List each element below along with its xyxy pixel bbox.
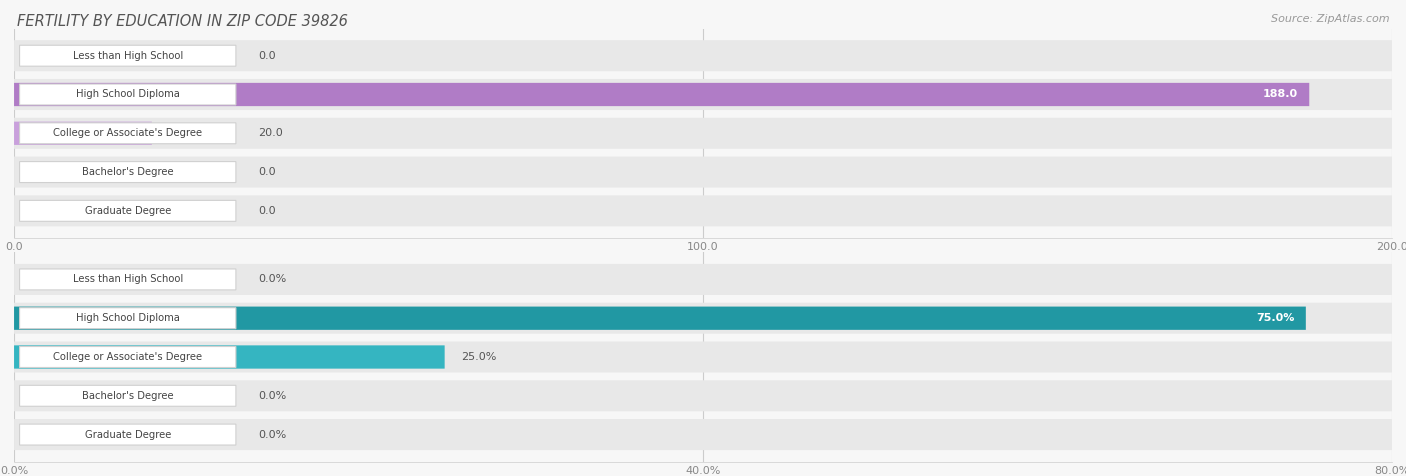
FancyBboxPatch shape	[20, 84, 236, 105]
Text: 25.0%: 25.0%	[461, 352, 496, 362]
Text: Graduate Degree: Graduate Degree	[84, 206, 172, 216]
Text: 0.0: 0.0	[257, 167, 276, 177]
FancyBboxPatch shape	[14, 118, 1392, 149]
FancyBboxPatch shape	[14, 79, 1392, 110]
FancyBboxPatch shape	[20, 45, 236, 66]
FancyBboxPatch shape	[20, 123, 236, 144]
FancyBboxPatch shape	[20, 269, 236, 290]
Text: Less than High School: Less than High School	[73, 51, 183, 61]
FancyBboxPatch shape	[14, 195, 1392, 227]
FancyBboxPatch shape	[14, 122, 152, 145]
Text: 75.0%: 75.0%	[1257, 313, 1295, 323]
Text: 0.0%: 0.0%	[257, 391, 287, 401]
Text: 188.0: 188.0	[1263, 89, 1298, 99]
Text: College or Associate's Degree: College or Associate's Degree	[53, 352, 202, 362]
FancyBboxPatch shape	[14, 303, 1392, 334]
FancyBboxPatch shape	[20, 308, 236, 329]
FancyBboxPatch shape	[14, 264, 1392, 295]
FancyBboxPatch shape	[14, 419, 1392, 450]
Text: Source: ZipAtlas.com: Source: ZipAtlas.com	[1271, 14, 1389, 24]
FancyBboxPatch shape	[14, 83, 1309, 106]
Text: High School Diploma: High School Diploma	[76, 313, 180, 323]
Text: Bachelor's Degree: Bachelor's Degree	[82, 167, 173, 177]
Text: Bachelor's Degree: Bachelor's Degree	[82, 391, 173, 401]
FancyBboxPatch shape	[20, 424, 236, 445]
FancyBboxPatch shape	[20, 347, 236, 367]
Text: 0.0: 0.0	[257, 51, 276, 61]
Text: Less than High School: Less than High School	[73, 275, 183, 285]
FancyBboxPatch shape	[14, 346, 444, 368]
Text: FERTILITY BY EDUCATION IN ZIP CODE 39826: FERTILITY BY EDUCATION IN ZIP CODE 39826	[17, 14, 347, 30]
Text: 20.0: 20.0	[257, 128, 283, 139]
FancyBboxPatch shape	[20, 161, 236, 182]
FancyBboxPatch shape	[20, 385, 236, 406]
Text: College or Associate's Degree: College or Associate's Degree	[53, 128, 202, 139]
FancyBboxPatch shape	[14, 307, 1306, 330]
Text: 0.0: 0.0	[257, 206, 276, 216]
FancyBboxPatch shape	[20, 200, 236, 221]
FancyBboxPatch shape	[14, 40, 1392, 71]
Text: High School Diploma: High School Diploma	[76, 89, 180, 99]
FancyBboxPatch shape	[14, 380, 1392, 411]
Text: 0.0%: 0.0%	[257, 275, 287, 285]
Text: Graduate Degree: Graduate Degree	[84, 429, 172, 439]
Text: 0.0%: 0.0%	[257, 429, 287, 439]
FancyBboxPatch shape	[14, 157, 1392, 188]
FancyBboxPatch shape	[14, 341, 1392, 373]
